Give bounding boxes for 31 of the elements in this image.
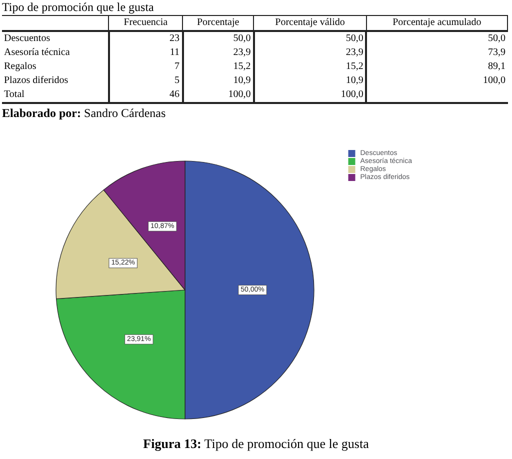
category-label: Porcentaje válido	[254, 16, 366, 31]
category-label: Total	[4, 89, 24, 100]
category-label: Descuentos	[4, 33, 50, 44]
text: 23,9	[346, 47, 364, 58]
category-label: Regalos	[4, 61, 36, 72]
text: 89,1	[488, 61, 506, 72]
text: 15,2	[346, 61, 364, 72]
text: 10,9	[233, 75, 251, 86]
text: 11	[170, 47, 180, 58]
text: 50,0	[346, 33, 364, 44]
text: 100,0	[340, 89, 364, 100]
category-label: Frecuencia	[108, 16, 182, 31]
text: 10,9	[346, 75, 364, 86]
text: 100,0	[483, 75, 506, 86]
text: Figura 13: Tipo de promoción que le gusta	[142, 436, 370, 452]
text: 50,0	[488, 33, 506, 44]
category-label: Porcentaje	[182, 16, 254, 31]
category-label: Porcentaje acumulado	[366, 16, 508, 31]
text: 73,9	[488, 47, 506, 58]
text: 23	[170, 33, 180, 44]
text: 23,9	[233, 47, 251, 58]
text: Elaborado por: Sandro Cárdenas	[2, 106, 167, 121]
category-label: Plazos diferidos	[4, 75, 68, 86]
text: 46	[170, 89, 180, 100]
text: 7	[174, 61, 180, 72]
text: 15,2	[233, 61, 251, 72]
text: 5	[174, 75, 180, 86]
text: 50,0	[233, 33, 251, 44]
text: Tipo de promoción que le gusta	[2, 0, 155, 15]
category-label: Asesoría técnica	[4, 47, 70, 58]
text: 100,0	[228, 89, 251, 100]
